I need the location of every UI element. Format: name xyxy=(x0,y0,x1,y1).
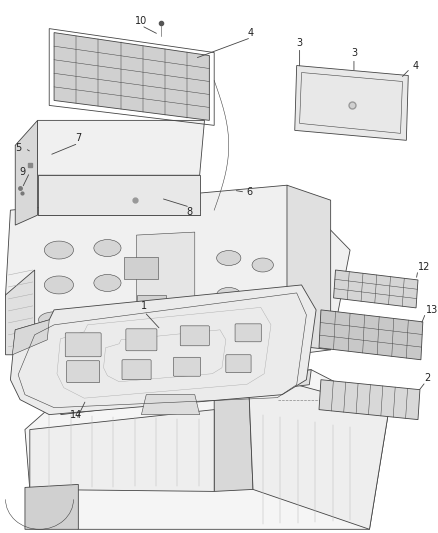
Ellipse shape xyxy=(39,312,70,328)
Polygon shape xyxy=(6,185,350,365)
Polygon shape xyxy=(12,320,49,355)
Ellipse shape xyxy=(217,251,241,265)
Polygon shape xyxy=(334,270,418,308)
Text: 5: 5 xyxy=(15,143,21,154)
Text: 3: 3 xyxy=(297,38,303,47)
Polygon shape xyxy=(38,120,205,175)
Text: 9: 9 xyxy=(19,167,25,177)
Polygon shape xyxy=(15,120,38,225)
Ellipse shape xyxy=(94,274,121,292)
Polygon shape xyxy=(35,340,214,365)
Text: 14: 14 xyxy=(70,410,82,419)
Text: 3: 3 xyxy=(351,47,357,58)
Ellipse shape xyxy=(217,287,241,302)
Text: 10: 10 xyxy=(135,15,148,26)
Polygon shape xyxy=(141,394,200,415)
FancyBboxPatch shape xyxy=(126,329,157,351)
Ellipse shape xyxy=(89,310,116,326)
Polygon shape xyxy=(25,370,389,529)
Ellipse shape xyxy=(252,258,273,272)
FancyBboxPatch shape xyxy=(67,361,100,383)
Ellipse shape xyxy=(94,239,121,256)
Ellipse shape xyxy=(252,295,273,309)
Polygon shape xyxy=(6,270,35,355)
Polygon shape xyxy=(287,185,331,350)
Polygon shape xyxy=(137,232,195,345)
Text: 2: 2 xyxy=(424,373,431,383)
Text: 12: 12 xyxy=(417,262,430,272)
FancyBboxPatch shape xyxy=(180,326,209,346)
Ellipse shape xyxy=(44,276,74,294)
FancyBboxPatch shape xyxy=(173,357,201,376)
Bar xyxy=(137,295,166,315)
Ellipse shape xyxy=(205,322,233,338)
Polygon shape xyxy=(25,484,78,529)
Text: 4: 4 xyxy=(413,61,419,70)
Polygon shape xyxy=(59,370,311,415)
Polygon shape xyxy=(30,410,214,491)
Text: 6: 6 xyxy=(246,187,252,197)
Polygon shape xyxy=(11,285,316,415)
Ellipse shape xyxy=(247,328,268,342)
Polygon shape xyxy=(54,33,209,120)
Text: 8: 8 xyxy=(187,207,193,217)
Text: 13: 13 xyxy=(427,305,438,315)
FancyBboxPatch shape xyxy=(235,324,261,342)
Polygon shape xyxy=(248,372,389,529)
FancyBboxPatch shape xyxy=(65,333,101,357)
FancyBboxPatch shape xyxy=(226,355,251,373)
Polygon shape xyxy=(319,379,420,419)
Text: 7: 7 xyxy=(75,133,81,143)
Bar xyxy=(124,257,159,279)
FancyBboxPatch shape xyxy=(122,360,151,379)
Polygon shape xyxy=(319,310,423,360)
Ellipse shape xyxy=(44,241,74,259)
Text: 4: 4 xyxy=(248,28,254,38)
Polygon shape xyxy=(214,370,253,491)
Text: 1: 1 xyxy=(141,301,147,311)
Polygon shape xyxy=(295,66,408,140)
Polygon shape xyxy=(38,175,200,215)
